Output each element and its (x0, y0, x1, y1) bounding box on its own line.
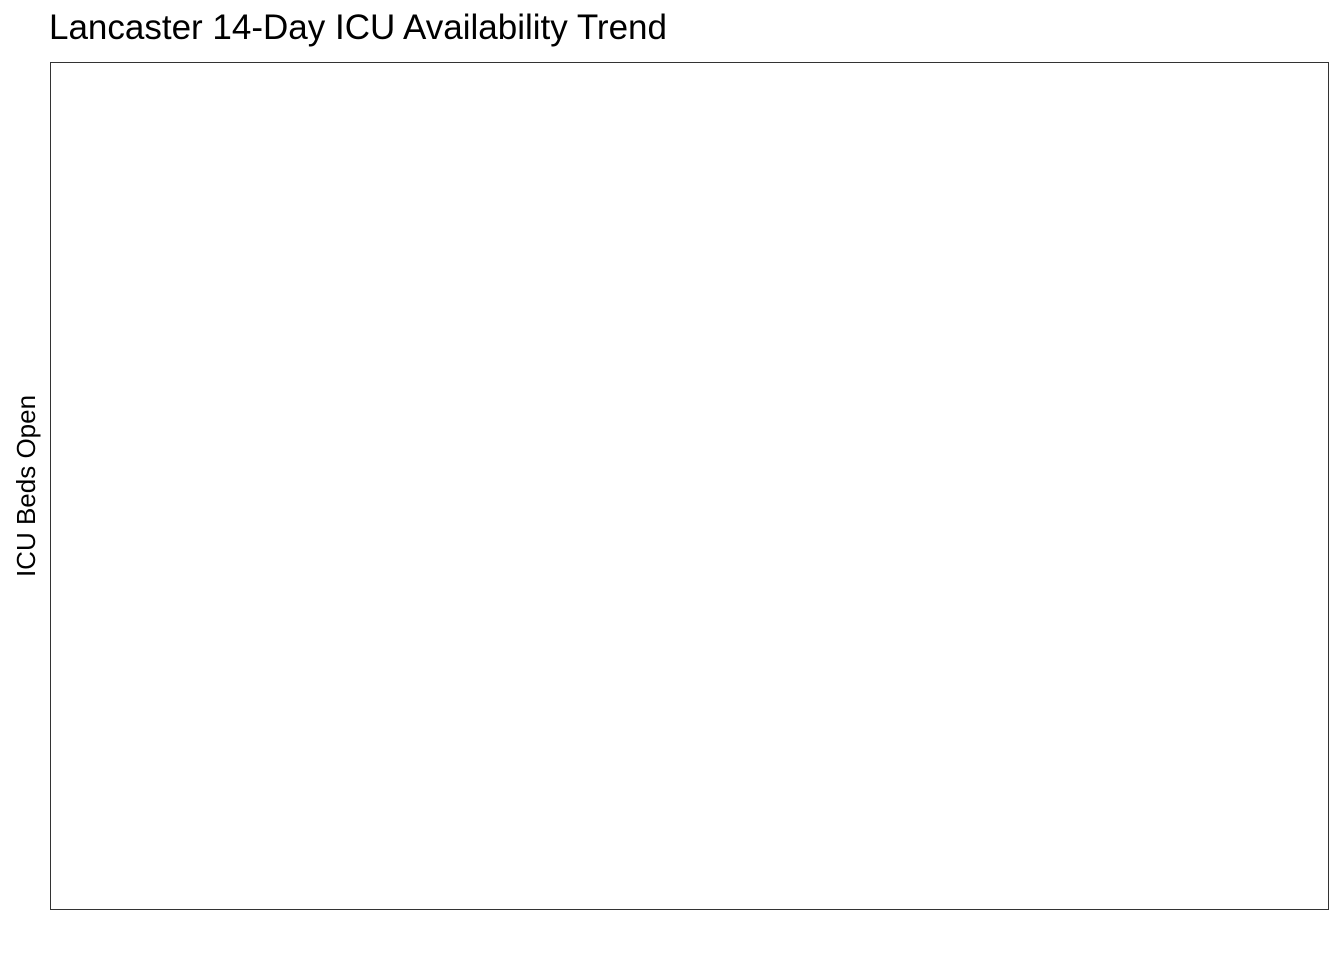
y-axis-label: ICU Beds Open (11, 394, 41, 578)
chart-title: Lancaster 14-Day ICU Availability Trend (49, 8, 667, 47)
plot-area (51, 63, 1328, 909)
plot-panel (50, 62, 1329, 910)
